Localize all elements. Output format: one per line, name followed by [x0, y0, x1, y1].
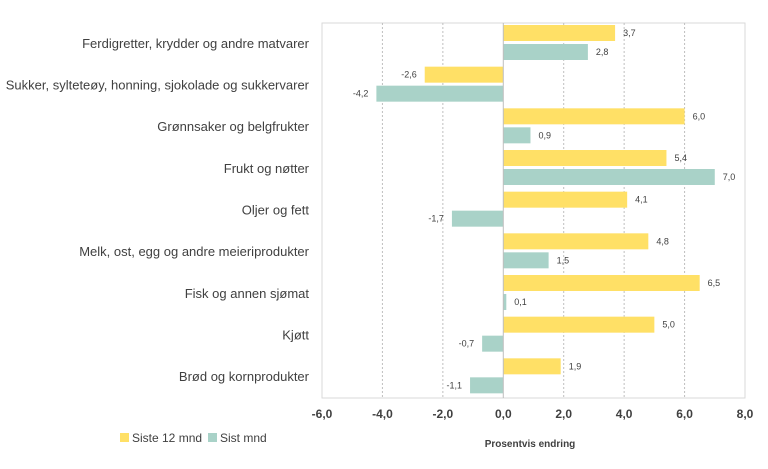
category-labels: Ferdigretter, krydder og andre matvarer S… [6, 36, 310, 384]
legend-swatch-siste-12-mnd [120, 433, 129, 442]
category-label: Frukt og nøtter [224, 161, 310, 176]
data-label: -2,6 [401, 70, 417, 80]
x-tick-label: -6,0 [312, 407, 333, 421]
category-label: Sukker, sylteteøy, honning, sjokolade og… [6, 78, 310, 93]
category-label: Oljer og fett [242, 203, 310, 218]
data-label: 4,8 [656, 236, 669, 246]
legend-label-sist-mnd: Sist mnd [220, 431, 267, 445]
bar-sist-mnd-brd-og-kornprodukter [470, 377, 504, 394]
bar-sist-mnd-melk-ost-egg-og-andre-meieriprodukter [503, 252, 549, 269]
data-label: -1,1 [447, 380, 463, 390]
bar-siste-12-mnd-sukker-syltetey-honning-sjokolade-og-sukkervarer [424, 66, 504, 83]
x-tick-label: -4,0 [372, 407, 393, 421]
bar-sist-mnd-sukker-syltetey-honning-sjokolade-og-sukkervarer [376, 85, 504, 102]
category-label: Kjøtt [282, 328, 309, 343]
data-label: 5,0 [662, 320, 675, 330]
bar-sist-mnd-oljer-og-fett [451, 210, 504, 227]
category-label: Brød og kornprodukter [179, 369, 310, 384]
data-label: 6,0 [693, 111, 706, 121]
data-label: 2,8 [596, 47, 609, 57]
data-label: 6,5 [708, 278, 721, 288]
category-label: Grønnsaker og belgfrukter [157, 119, 309, 134]
data-label: -4,2 [353, 89, 369, 99]
bar-siste-12-mnd-grnnsaker-og-belgfrukter [503, 108, 685, 125]
data-label: 0,1 [514, 297, 527, 307]
data-label: 0,9 [538, 130, 551, 140]
x-tick-label: 0,0 [495, 407, 512, 421]
bar-siste-12-mnd-fisk-og-annen-sjmat [503, 275, 700, 291]
x-tick-label: 2,0 [555, 407, 572, 421]
bar-siste-12-mnd-ferdigretter-krydder-og-andre-matvarer [503, 25, 616, 41]
bar-sist-mnd-grnnsaker-og-belgfrukter [503, 127, 531, 144]
bar-siste-12-mnd-kjtt [503, 316, 655, 333]
bar-siste-12-mnd-melk-ost-egg-og-andre-meieriprodukter [503, 233, 649, 250]
data-label: 3,7 [623, 28, 636, 38]
x-tick-label: 8,0 [737, 407, 754, 421]
bar-siste-12-mnd-frukt-og-ntter [503, 150, 667, 166]
category-label: Fisk og annen sjømat [185, 286, 310, 301]
legend-swatch-sist-mnd [208, 433, 217, 442]
bar-sist-mnd-frukt-og-ntter [503, 169, 715, 185]
plot-area [321, 22, 746, 399]
data-label: 1,9 [569, 361, 582, 371]
gridlines [381, 23, 686, 398]
category-label: Melk, ost, egg og andre meieriprodukter [79, 244, 309, 259]
legend-label-siste-12-mnd: Siste 12 mnd [132, 431, 202, 445]
x-axis-ticks: -6,0 -4,0 -2,0 0,0 2,0 4,0 6,0 8,0 [312, 407, 754, 421]
data-label: -1,7 [428, 214, 444, 224]
bar-siste-12-mnd-brd-og-kornprodukter [503, 358, 561, 375]
data-label: 4,1 [635, 195, 648, 205]
bars [376, 25, 715, 394]
bar-sist-mnd-ferdigretter-krydder-og-andre-matvarer [503, 44, 588, 60]
bar-siste-12-mnd-oljer-og-fett [503, 191, 628, 208]
category-label: Ferdigretter, krydder og andre matvarer [82, 36, 310, 51]
plot-border [321, 22, 746, 399]
x-tick-label: 4,0 [616, 407, 633, 421]
data-label: 5,4 [674, 153, 687, 163]
legend: Siste 12 mnd Sist mnd [120, 431, 267, 445]
bar-sist-mnd-fisk-og-annen-sjmat [503, 294, 507, 310]
x-tick-label: -2,0 [433, 407, 454, 421]
x-axis-title: Prosentvis endring [485, 439, 576, 450]
data-labels: 3,7 2,8 -2,6 -4,2 6,0 0,9 5,4 7,0 4,1 -1,7 4,8 1,5 6… [353, 28, 735, 390]
bar-sist-mnd-kjtt [482, 335, 504, 352]
data-label: 1,5 [557, 255, 570, 265]
data-label: 7,0 [723, 172, 736, 182]
x-tick-label: 6,0 [676, 407, 693, 421]
data-label: -0,7 [459, 339, 475, 349]
